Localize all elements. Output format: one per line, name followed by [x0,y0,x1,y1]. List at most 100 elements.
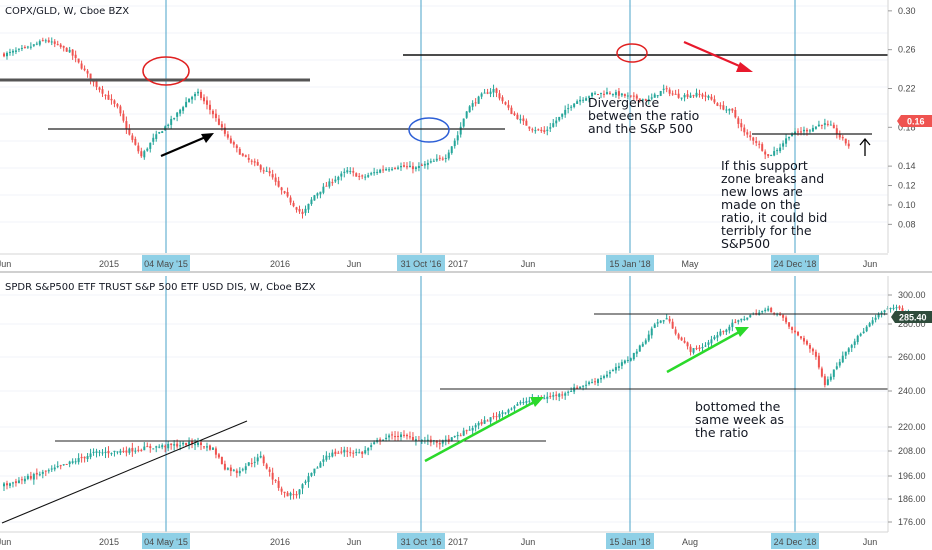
ratio-candle [623,93,626,98]
ratio-candle [397,165,400,170]
ratio-candle [98,86,101,93]
spy-candle [635,348,638,358]
spy-candle [764,307,767,313]
spy-candle [874,314,877,323]
spy-candle [626,356,629,363]
ratio-candle [304,205,307,216]
ratio-candle [59,43,62,49]
spy-time-axis: Jun 2015 2016 Jun 2017 Jun Aug Jun 04 May '15 31 … [0,531,888,549]
cursor-date-tag: 24 Dec '18 [771,533,819,549]
spy-candle [358,448,361,454]
ratio-candle [788,136,791,141]
ratio-candle [29,42,32,50]
spy-candle [659,320,662,324]
ratio-candle [507,100,510,111]
price-tick-label: 208.00 [898,446,926,456]
spy-candle [644,338,647,345]
spy-candle [722,330,725,335]
ratio-candle [331,178,334,186]
spy-candle [164,444,167,453]
ratio-candle [841,134,844,141]
spy-candle [400,431,403,441]
ratio-candle [611,93,614,97]
ratio-candle [83,65,86,72]
spy-candle [32,472,35,485]
spy-candle [629,357,632,362]
ratio-candle [770,154,773,157]
spy-candle [170,443,173,450]
spy-candle [277,477,280,491]
ratio-candle [44,38,47,44]
spy-candle [229,464,232,477]
ratio-candle [761,142,764,152]
spy-candle [173,440,176,451]
ratio-candle [235,144,238,153]
spy-candle [683,337,686,344]
ratio-candle [776,148,779,155]
spy-candle [65,463,68,465]
ratio-candle [576,99,579,104]
ratio-candle [65,47,68,52]
ratio-candle [597,93,600,96]
spy-candle [871,317,874,326]
spy-candle [50,465,53,472]
ratio-price-axis: 0.30 0.26 0.22 0.18 0.14 0.12 0.10 0.08 [887,0,916,253]
ratio-candle [394,166,397,170]
ratio-candle [680,97,683,101]
spy-candle [653,322,656,329]
ratio-candle [179,108,182,117]
time-tick-label: 2015 [99,259,119,269]
ratio-candle [477,95,480,104]
ratio-candle [200,89,203,101]
spy-candle [5,480,8,490]
spy-candle [850,343,853,352]
spy-candle [522,397,525,405]
spy-candle [623,359,626,365]
ratio-candle [292,200,295,208]
ratio-candle [692,94,695,98]
time-tick-label: 2016 [270,537,290,547]
svg-text:04 May '15: 04 May '15 [144,537,188,547]
ratio-candle [173,117,176,121]
spy-candle [346,446,349,458]
ratio-candle [844,138,847,146]
ratio-candle [835,124,838,139]
ratio-candle [779,143,782,154]
ratio-candle [388,167,391,172]
ratio-candle [820,124,823,130]
ratio-candle [143,149,146,160]
spy-candle [835,362,838,371]
spy-candle [856,334,859,345]
ratio-candle [620,92,623,98]
ratio-candle [232,140,235,148]
spy-candle [364,446,367,455]
ratio-candle [361,174,364,180]
ratio-candle [298,205,301,214]
spy-candle [146,442,149,448]
spy-candle [588,380,591,386]
spy-candle [62,464,65,466]
spy-candle [313,468,316,476]
spy-last-price-tag: 285.40 [891,311,932,323]
ratio-candle [605,87,608,95]
spy-candle [725,328,728,336]
ratio-candle [817,120,820,127]
time-tick-label: Jun [0,259,11,269]
ratio-candle [170,115,173,129]
spy-candle [731,319,734,332]
spy-candle [650,326,653,339]
ratio-candle [217,114,220,126]
spy-candle [671,318,674,329]
spy-candle [256,453,259,465]
spy-candle [271,467,274,485]
spy-candle [614,363,617,374]
ratio-candle [373,167,376,176]
ratio-candle [638,98,641,103]
ratio-candle [208,100,211,115]
ratio-candle [653,92,656,98]
ratio-candle [614,89,617,98]
spy-candle [244,463,247,474]
ratio-candle [432,158,435,162]
spy-candle [304,479,307,485]
ratio-candle [740,118,743,132]
